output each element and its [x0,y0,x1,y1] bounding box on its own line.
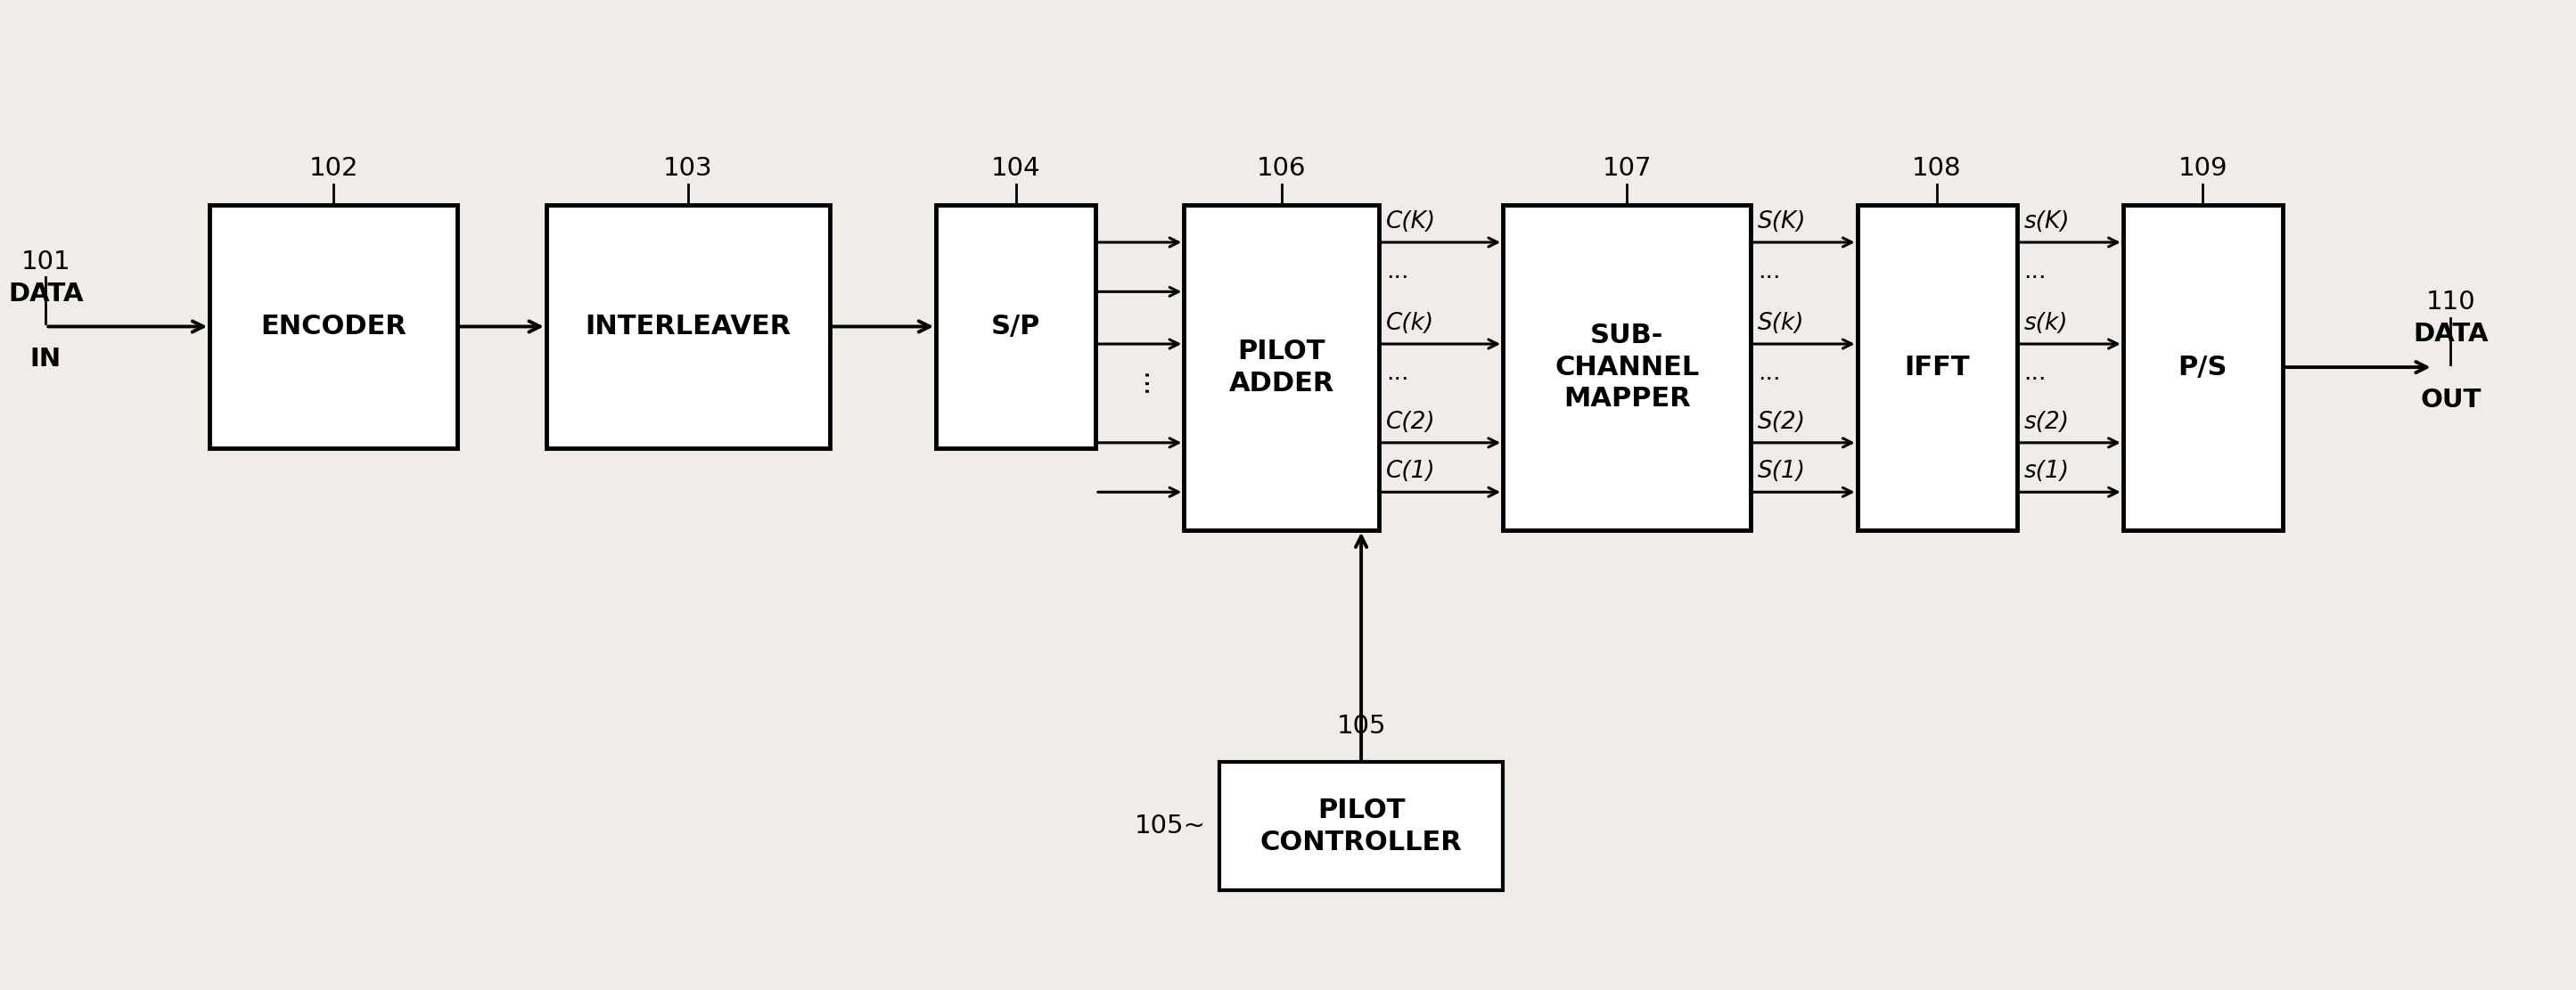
Text: ...: ... [1386,361,1409,385]
Text: S(K): S(K) [1757,211,1806,234]
Text: 106: 106 [1257,156,1306,181]
Text: DATA: DATA [8,281,82,306]
Text: 102: 102 [309,156,358,181]
Text: S/P: S/P [992,314,1041,340]
Text: P/S: P/S [2179,354,2228,380]
Text: s(K): s(K) [2025,211,2069,234]
Bar [2123,205,2282,530]
Text: S(2): S(2) [1757,411,1806,434]
Text: DATA: DATA [2414,322,2488,346]
Text: IFFT: IFFT [1904,354,1971,380]
Text: PILOT
ADDER: PILOT ADDER [1229,339,1334,396]
Bar [1857,205,2017,530]
Text: 105: 105 [1337,714,1386,739]
Text: s(1): s(1) [2025,460,2069,483]
Bar [935,205,1095,448]
Text: INTERLEAVER: INTERLEAVER [585,314,791,340]
Text: C(1): C(1) [1386,460,1435,483]
Text: ...: ... [1757,259,1780,283]
Text: 104: 104 [992,156,1041,181]
Text: s(k): s(k) [2025,312,2069,336]
Text: SUB-
CHANNEL
MAPPER: SUB- CHANNEL MAPPER [1553,323,1700,412]
Text: 101: 101 [21,249,70,274]
Text: ENCODER: ENCODER [260,314,407,340]
Text: PILOT
CONTROLLER: PILOT CONTROLLER [1260,797,1463,855]
Text: 108: 108 [1911,156,1963,181]
Bar [1185,205,1378,530]
Bar [1502,205,1752,530]
Text: S(1): S(1) [1757,460,1806,483]
Bar [1218,762,1502,890]
Text: ...: ... [2025,361,2045,385]
Text: ...: ... [1757,361,1780,385]
Text: ...: ... [2025,259,2045,283]
Text: 109: 109 [2177,156,2228,181]
Text: C(2): C(2) [1386,411,1435,434]
Bar [546,205,829,448]
Text: 110: 110 [2427,290,2476,315]
Text: S(k): S(k) [1757,312,1806,336]
Text: IN: IN [31,346,62,372]
Text: C(k): C(k) [1386,312,1435,336]
Text: OUT: OUT [2421,387,2481,413]
Text: 105~: 105~ [1136,814,1206,839]
Text: ...: ... [1386,259,1409,283]
Text: ...: ... [1126,366,1151,392]
Bar [209,205,459,448]
Text: C(K): C(K) [1386,211,1435,234]
Text: s(2): s(2) [2025,411,2069,434]
Text: 103: 103 [662,156,714,181]
Text: 107: 107 [1602,156,1651,181]
